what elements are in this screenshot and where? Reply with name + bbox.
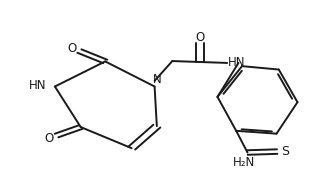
- Text: N: N: [153, 73, 162, 86]
- Text: S: S: [281, 145, 289, 158]
- Text: H₂N: H₂N: [233, 156, 255, 169]
- Text: HN: HN: [29, 79, 46, 92]
- Text: HN: HN: [227, 56, 245, 69]
- Text: O: O: [45, 132, 54, 145]
- Text: O: O: [68, 42, 77, 55]
- Text: O: O: [195, 31, 204, 44]
